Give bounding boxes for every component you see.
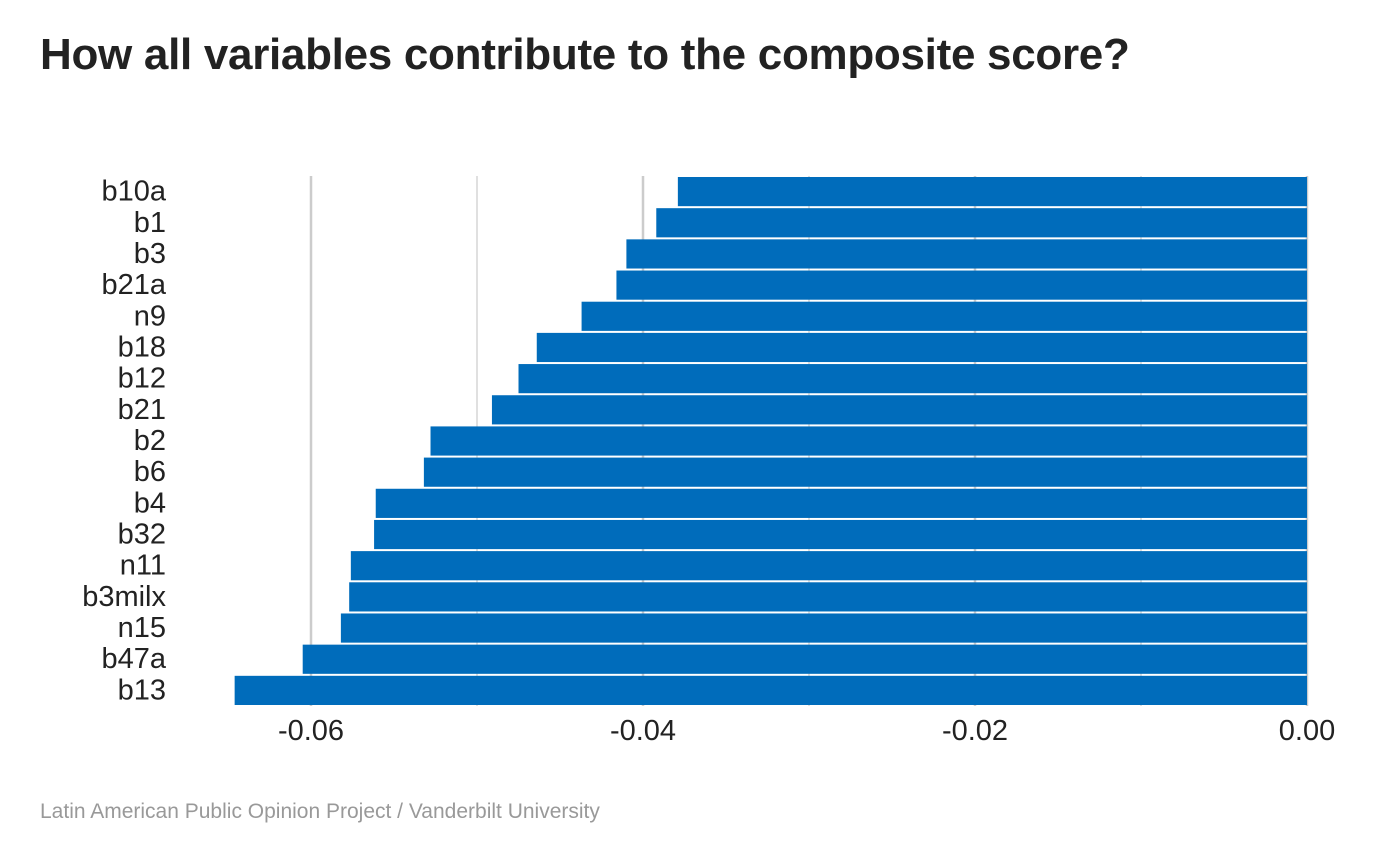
x-axis-ticks: -0.06 -0.04 -0.02 0.00 [278,715,1335,747]
bar-b1 [656,208,1307,238]
category-label-b12: b12 [118,363,166,395]
category-label-b6: b6 [134,456,166,488]
category-label-b13: b13 [118,674,166,706]
bar-b10a [677,177,1307,207]
bar-b3milx [349,582,1307,612]
bar-b47a [302,644,1307,674]
bar-b4 [375,488,1307,518]
category-label-n9: n9 [134,300,166,332]
source-caption: Latin American Public Opinion Project / … [40,800,600,823]
bar-n11 [350,551,1308,581]
bar-b21a [616,270,1307,300]
x-tick-label: -0.06 [278,715,344,747]
category-label-b47a: b47a [101,643,166,675]
category-label-n15: n15 [118,612,166,644]
bars [234,177,1308,705]
bar-b21 [491,395,1307,425]
bar-b6 [423,457,1307,487]
bar-n15 [340,613,1307,643]
category-label-b18: b18 [118,331,166,363]
category-label-b3: b3 [134,238,166,270]
category-label-b2: b2 [134,425,166,457]
bar-b12 [518,364,1307,394]
category-label-b3milx: b3milx [82,581,166,613]
category-label-b1: b1 [134,207,166,239]
category-label-b10a: b10a [101,176,166,208]
category-labels: b10ab1b3b21an9b18b12b21b2b6b4b32n11b3mil… [82,176,167,707]
x-tick-label: 0.00 [1279,715,1335,747]
bar-b13 [234,675,1307,705]
category-label-b4: b4 [134,487,166,519]
bar-b3 [626,239,1307,269]
x-tick-label: -0.02 [942,715,1008,747]
category-label-b21: b21 [118,394,166,426]
category-label-b21a: b21a [101,269,166,301]
bar-n9 [581,301,1307,331]
bar-b18 [536,332,1307,363]
category-label-b32: b32 [118,519,166,551]
chart-title: How all variables contribute to the comp… [40,30,1130,79]
category-label-n11: n11 [120,550,166,582]
bar-b32 [374,519,1308,550]
bar-b2 [430,426,1307,456]
x-tick-label: -0.04 [610,715,676,747]
